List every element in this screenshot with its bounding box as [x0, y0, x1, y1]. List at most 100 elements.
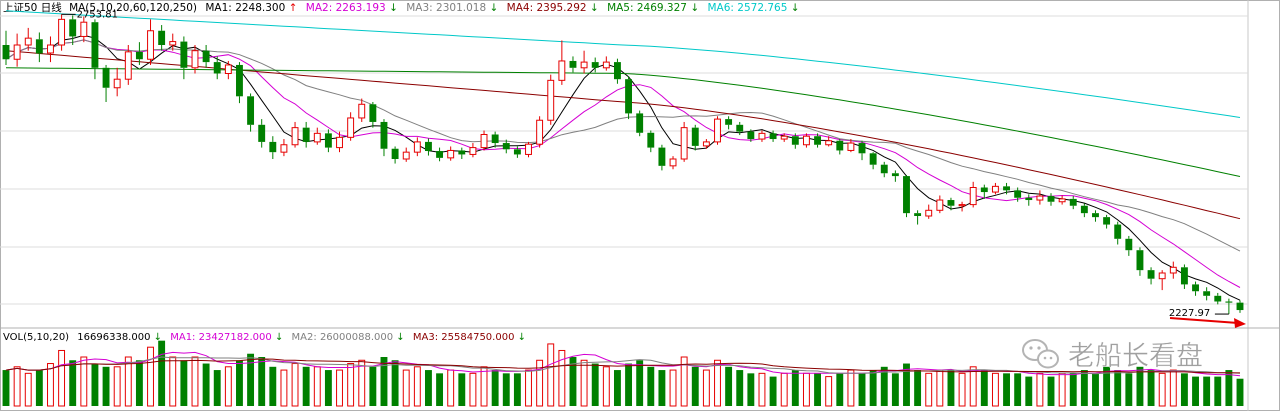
vol-value: 16696338.000 — [77, 332, 150, 343]
volume-bar — [102, 366, 110, 406]
low-price-label: 2227.97 — [1169, 308, 1210, 319]
candle — [536, 116, 544, 148]
ma2-label: MA2: — [306, 2, 332, 14]
vol-ma3-value: 25584750.000 — [441, 332, 514, 343]
volume-bar — [858, 373, 866, 406]
candle — [602, 56, 610, 71]
volume-bar — [158, 340, 166, 406]
volume-bar — [302, 366, 310, 406]
volume-bar — [691, 366, 699, 406]
volume-bar — [903, 363, 910, 406]
candle — [1114, 221, 1122, 245]
volume-bar — [358, 359, 366, 407]
volume-bar — [458, 373, 466, 406]
volume-bar — [35, 370, 43, 406]
candle — [502, 139, 510, 154]
candle — [714, 116, 721, 145]
volume-bar — [1192, 376, 1199, 406]
candle — [47, 36, 54, 63]
candle — [780, 133, 788, 142]
volume-bar — [191, 356, 199, 407]
candle — [1180, 264, 1188, 289]
volume-bar — [1147, 370, 1155, 406]
volume-bar — [391, 360, 399, 406]
candle — [1203, 287, 1211, 301]
volume-bar — [469, 372, 477, 407]
volume-bar — [1047, 376, 1055, 406]
candle — [247, 93, 255, 132]
volume-bar — [991, 372, 999, 407]
candle — [458, 147, 466, 159]
ma-params: MA(5,10,20,60,120,250) — [69, 2, 197, 14]
volume-bar — [2, 370, 10, 406]
volume-bar — [1069, 373, 1077, 406]
candle — [324, 129, 332, 153]
candle — [969, 181, 977, 208]
volume-ma-lines — [5, 351, 1241, 377]
volume-bar — [347, 363, 355, 407]
candle — [1058, 195, 1066, 205]
vol-ma1-arrow: ↓ — [275, 332, 283, 343]
candle — [280, 139, 288, 157]
candle — [69, 15, 77, 45]
volume-bar — [402, 369, 410, 407]
vol-ma5-line — [5, 351, 1241, 377]
candle — [1080, 203, 1088, 218]
volume-bar — [836, 373, 844, 406]
volume-bar — [602, 366, 610, 407]
candle — [947, 197, 955, 211]
candle — [1025, 194, 1033, 206]
volume-bar — [1203, 376, 1211, 406]
candle — [436, 147, 444, 162]
candle — [847, 139, 855, 153]
candle — [558, 40, 566, 85]
volume-bar — [1214, 376, 1222, 406]
volume-bar — [669, 369, 677, 407]
candle — [35, 32, 43, 63]
candle — [213, 56, 221, 80]
candle — [869, 152, 877, 170]
candle — [425, 138, 432, 156]
vol-ma1-label: MA1: — [170, 332, 195, 343]
candle — [336, 131, 343, 153]
candle — [447, 146, 455, 161]
volume-bar — [780, 372, 788, 407]
volume-bar — [1025, 376, 1033, 406]
candle — [858, 140, 866, 161]
candle — [124, 45, 132, 85]
volume-bar — [636, 360, 644, 406]
ma6-value: 2572.765 — [737, 2, 787, 14]
volume-bar — [1125, 373, 1133, 406]
candle — [1147, 267, 1155, 285]
candle — [313, 127, 321, 145]
candle — [1192, 281, 1199, 296]
candle — [880, 161, 888, 178]
volume-bar — [980, 370, 988, 406]
volume-bar — [536, 359, 544, 407]
candle — [1014, 187, 1022, 202]
candle — [991, 182, 999, 195]
volume-bar — [213, 370, 221, 406]
candle — [925, 204, 933, 219]
volume-bar — [847, 369, 855, 407]
ma2-arrow: ↓ — [389, 2, 398, 14]
ma3-arrow: ↓ — [489, 2, 498, 14]
volume-bar — [80, 356, 88, 407]
candle — [1047, 193, 1055, 206]
volume-bar — [569, 357, 577, 406]
candle — [113, 67, 121, 97]
candle — [702, 139, 710, 149]
volume-bar — [447, 369, 455, 407]
ma1-label: MA1: — [205, 2, 231, 14]
volume-bar — [625, 363, 633, 406]
candle — [369, 102, 377, 128]
vol-ma10-line — [5, 356, 1241, 375]
volume-bar — [291, 363, 299, 407]
candle — [1092, 210, 1099, 222]
candle — [1169, 261, 1177, 279]
ma2-value: 2263.193 — [336, 2, 386, 14]
volume-bar — [324, 370, 332, 406]
volume-bar — [613, 370, 621, 406]
ma5-label: MA5: — [607, 2, 633, 14]
